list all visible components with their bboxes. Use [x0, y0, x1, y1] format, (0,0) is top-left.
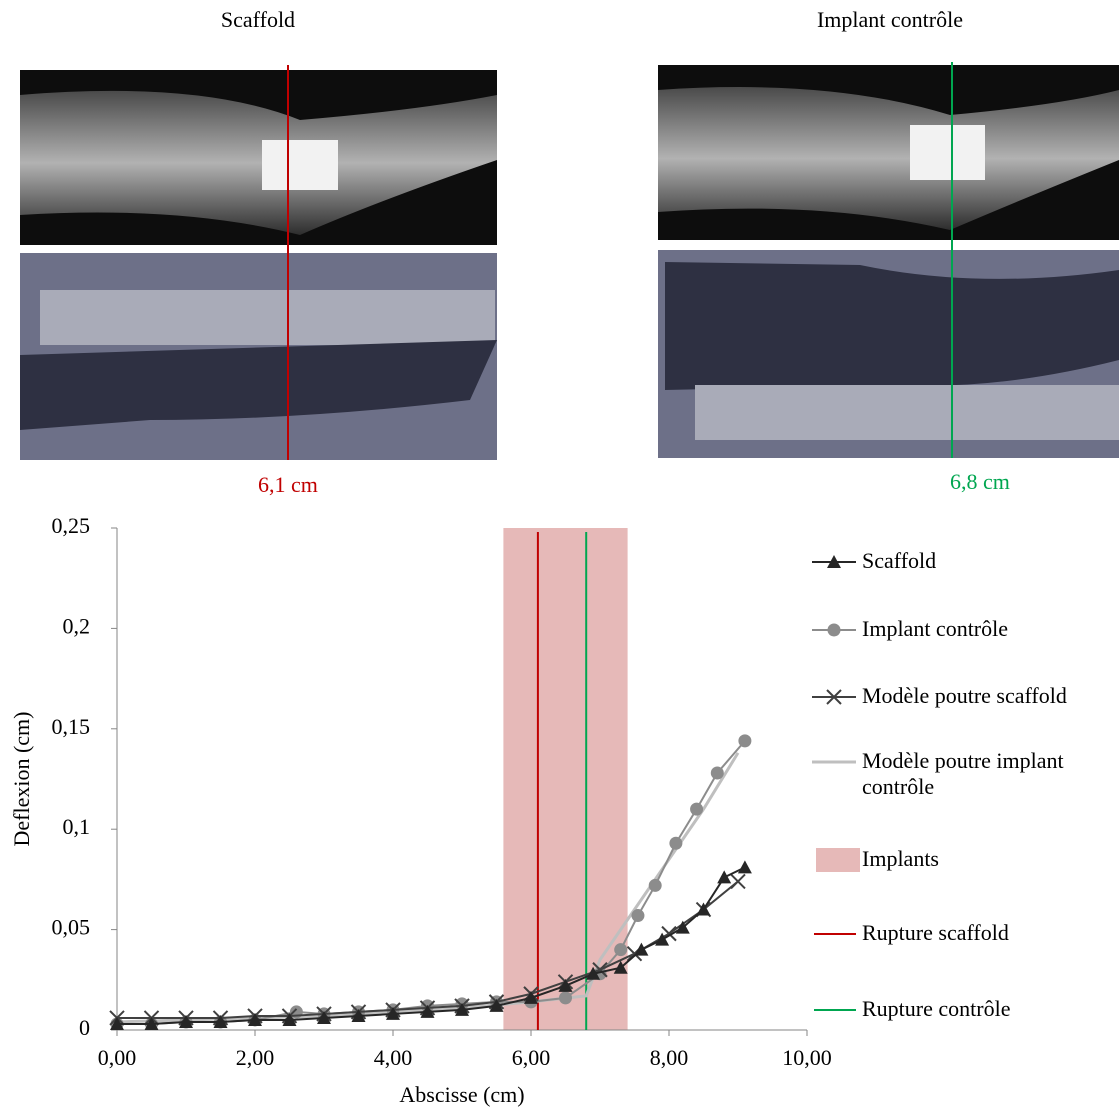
bone [658, 87, 1119, 231]
y-tick-label: 0 [79, 1015, 90, 1040]
triangle-marker [179, 1014, 193, 1028]
x-marker [826, 689, 842, 705]
triangle-marker [586, 966, 601, 980]
triangle-marker [827, 555, 841, 568]
legend-item: Implants [808, 846, 939, 872]
legend-icon [816, 848, 860, 872]
circle-marker [710, 766, 724, 780]
legend-icon [812, 555, 856, 568]
triangle-marker [655, 932, 670, 946]
measure-label: 6,1 cm [258, 472, 318, 497]
circle-marker [827, 623, 841, 637]
y-tick-label: 0,2 [63, 613, 91, 638]
circle-marker [669, 836, 683, 850]
triangle-marker [144, 1016, 159, 1030]
legend-item: Scaffold [808, 548, 936, 574]
legend-label: Rupture scaffold [862, 920, 1009, 945]
triangle-marker [613, 960, 628, 974]
implant-band [503, 528, 628, 1030]
legend-item: Implant contrôle [808, 616, 1008, 642]
x-tick-label: 2,00 [236, 1045, 275, 1070]
triangle-marker [634, 942, 649, 956]
triangle-marker [675, 920, 690, 934]
x-marker [730, 873, 746, 890]
legend-icon [814, 1009, 856, 1011]
y-tick-label: 0,05 [52, 915, 91, 940]
triangle-marker [737, 860, 752, 874]
circle-marker [648, 878, 662, 892]
panel-title: Implant contrôle [817, 7, 963, 32]
triangle-marker [420, 1004, 435, 1018]
triangle-marker [489, 998, 504, 1012]
circle-marker [559, 991, 572, 1005]
circle-marker [631, 909, 645, 923]
legend-label: Modèle poutre scaffold [862, 683, 1067, 708]
y-tick-label: 0,1 [63, 814, 91, 839]
legend-item: Rupture scaffold [808, 920, 1009, 946]
bone [20, 90, 497, 235]
x-axis-title: Abscisse (cm) [399, 1082, 524, 1107]
triangle-marker [282, 1012, 297, 1026]
legend-label: Scaffold [862, 548, 937, 573]
triangle-marker [248, 1012, 262, 1026]
triangle-marker [351, 1008, 366, 1022]
legend-icon [812, 623, 856, 637]
specimen [20, 340, 497, 430]
legend-label: Implants [862, 846, 939, 871]
triangle-marker [213, 1014, 228, 1028]
series-line [117, 866, 746, 1025]
legend-label: Rupture contrôle [862, 996, 1011, 1021]
scaffold-implant [262, 140, 338, 190]
panel-title: Scaffold [221, 7, 295, 32]
x-tick-label: 8,00 [650, 1045, 689, 1070]
legend-icon [812, 689, 856, 705]
legend-item: Rupture contrôle [808, 996, 1010, 1022]
control-implant [910, 125, 985, 180]
circle-marker [738, 734, 752, 748]
triangle-marker [524, 990, 538, 1004]
x-tick-label: 0,00 [98, 1045, 137, 1070]
series-line [116, 752, 740, 1024]
ruler [40, 290, 495, 345]
triangle-marker [558, 978, 573, 992]
legend-icon [814, 933, 856, 935]
legend-swatch [816, 848, 860, 872]
triangle-marker [455, 1002, 469, 1016]
circle-marker [614, 943, 628, 957]
triangle-marker [386, 1006, 400, 1020]
x-tick-label: 10,00 [782, 1045, 832, 1070]
measure-label: 6,8 cm [950, 469, 1010, 494]
triangle-marker [110, 1016, 124, 1030]
triangle-marker [717, 870, 732, 884]
triangle-marker [696, 902, 711, 916]
specimen [665, 262, 1119, 390]
legend-item: Modèle poutre scaffold [808, 683, 1067, 709]
circle-marker [690, 802, 704, 816]
y-axis-title: Deflexion (cm) [9, 712, 34, 847]
x-tick-label: 6,00 [512, 1045, 551, 1070]
legend-item: Modèle poutre implant contrôle [808, 748, 1112, 800]
ruler [695, 385, 1119, 440]
legend-label: Implant contrôle [862, 616, 1009, 641]
triangle-marker [317, 1010, 331, 1024]
legend-icon [812, 760, 856, 764]
y-tick-label: 0,15 [52, 714, 91, 739]
x-tick-label: 4,00 [374, 1045, 413, 1070]
y-tick-label: 0,25 [52, 513, 91, 538]
legend-label: Modèle poutre implant contrôle [862, 748, 1064, 799]
